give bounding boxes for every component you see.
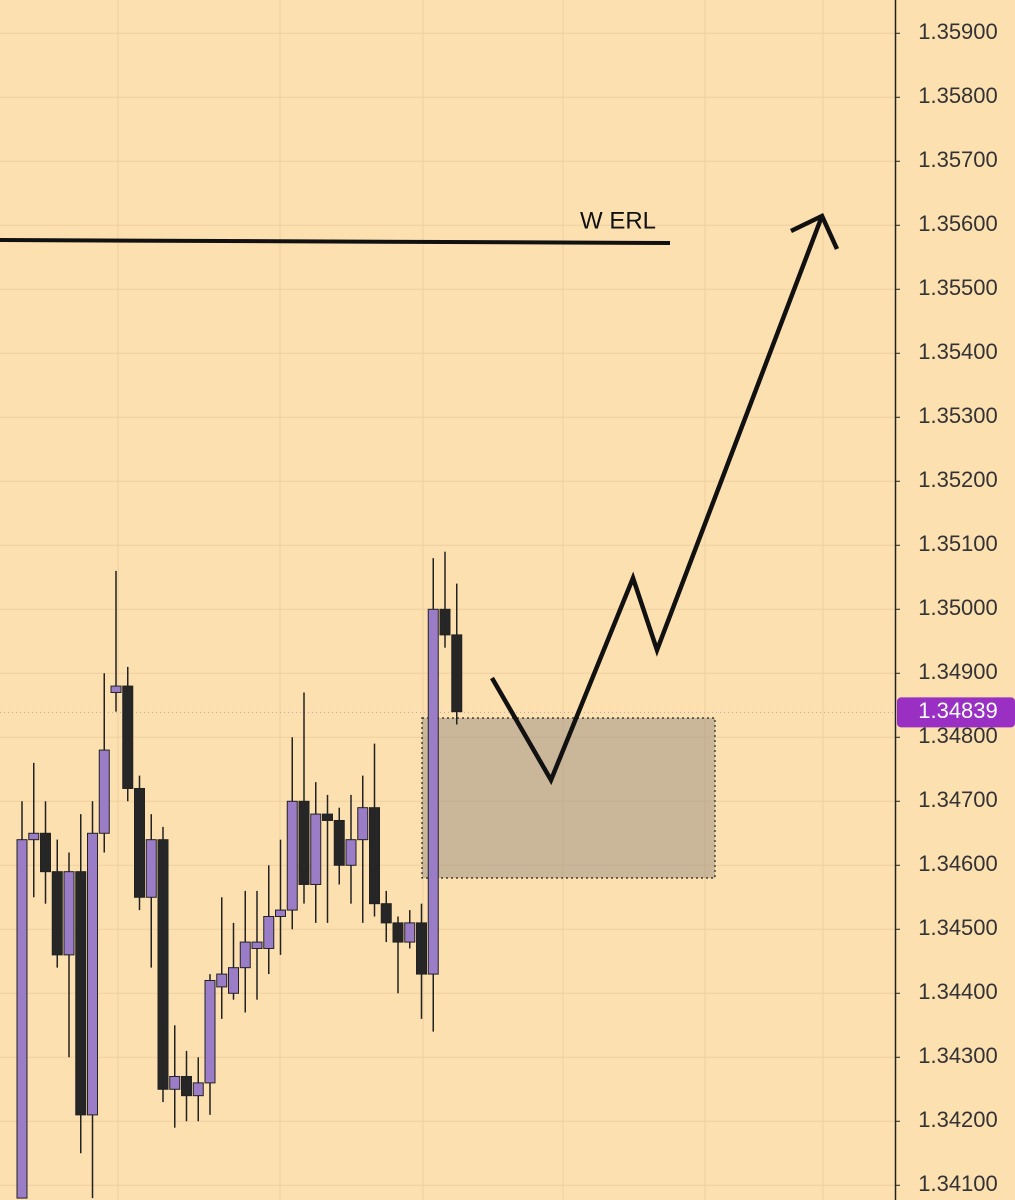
candle-body [87, 832, 98, 1116]
candle-body [98, 749, 110, 834]
y-tick-label: 1.35300 [918, 403, 998, 428]
candle-body [345, 839, 357, 866]
candle-body [204, 979, 216, 1084]
y-tick-label: 1.35100 [918, 531, 998, 556]
y-tick-label: 1.34100 [918, 1171, 998, 1196]
candle-body [169, 1075, 181, 1090]
candle-body [122, 685, 134, 789]
candle-body [427, 608, 439, 975]
vertical-grid [117, 0, 824, 1200]
candle-body [298, 800, 310, 885]
erl-line [0, 238, 671, 245]
y-tick-label: 1.34600 [918, 851, 998, 876]
candle-body [263, 915, 275, 949]
y-tick-label: 1.34400 [918, 979, 998, 1004]
y-tick-label: 1.35700 [918, 147, 998, 172]
y-tick-label: 1.35800 [918, 83, 998, 108]
y-tick-label: 1.34300 [918, 1043, 998, 1068]
candle-body [416, 922, 427, 975]
candle-body [404, 922, 416, 943]
candle-body [40, 832, 51, 873]
y-tick-label: 1.35600 [918, 211, 998, 236]
candle-body [275, 909, 286, 917]
y-tick-label: 1.35200 [918, 467, 998, 492]
candle-body [310, 813, 322, 885]
candle-body [216, 973, 228, 988]
candle-body [16, 839, 28, 1199]
price-axis: 1.35900 1.35800 1.35700 1.35600 1.35500 1.354… [895, 19, 1015, 1196]
candle-body [451, 634, 463, 713]
candle-body [134, 787, 145, 898]
y-tick-label: 1.34500 [918, 915, 998, 940]
candle-body [192, 1082, 204, 1097]
candle-body [157, 839, 169, 1090]
y-tick-label: 1.35900 [918, 19, 998, 44]
candle-body [110, 685, 122, 693]
candle-body [369, 807, 380, 905]
candle-body [28, 832, 40, 841]
y-tick-label: 1.35000 [918, 595, 998, 620]
candle-body [322, 813, 333, 821]
candle-body [357, 807, 369, 841]
candle-body [239, 941, 251, 969]
candle-body [251, 941, 263, 949]
y-tick-label: 1.34700 [918, 787, 998, 812]
y-tick-label: 1.35500 [918, 275, 998, 300]
candle-body [380, 903, 392, 924]
candle-body [333, 819, 345, 866]
arrow-head [790, 212, 840, 250]
candle-body [51, 871, 63, 956]
candles [16, 551, 463, 1199]
annotation: W ERL [580, 207, 656, 234]
candle-body [228, 967, 239, 994]
candle-body [392, 922, 404, 943]
y-tick-label: 1.35400 [918, 339, 998, 364]
candle-body [63, 871, 75, 956]
candle-body [145, 839, 157, 898]
candle-body [286, 800, 298, 911]
last-price-box [897, 697, 1015, 728]
projection-arrow [490, 215, 825, 786]
candle-body [75, 871, 87, 1116]
y-tick-label: 1.34200 [918, 1107, 998, 1132]
candle-body [181, 1075, 192, 1097]
demand-zone [421, 717, 716, 879]
candle-body [439, 608, 451, 636]
y-tick-label: 1.34900 [918, 659, 998, 684]
last-price-label: 1.34839 [918, 698, 998, 723]
